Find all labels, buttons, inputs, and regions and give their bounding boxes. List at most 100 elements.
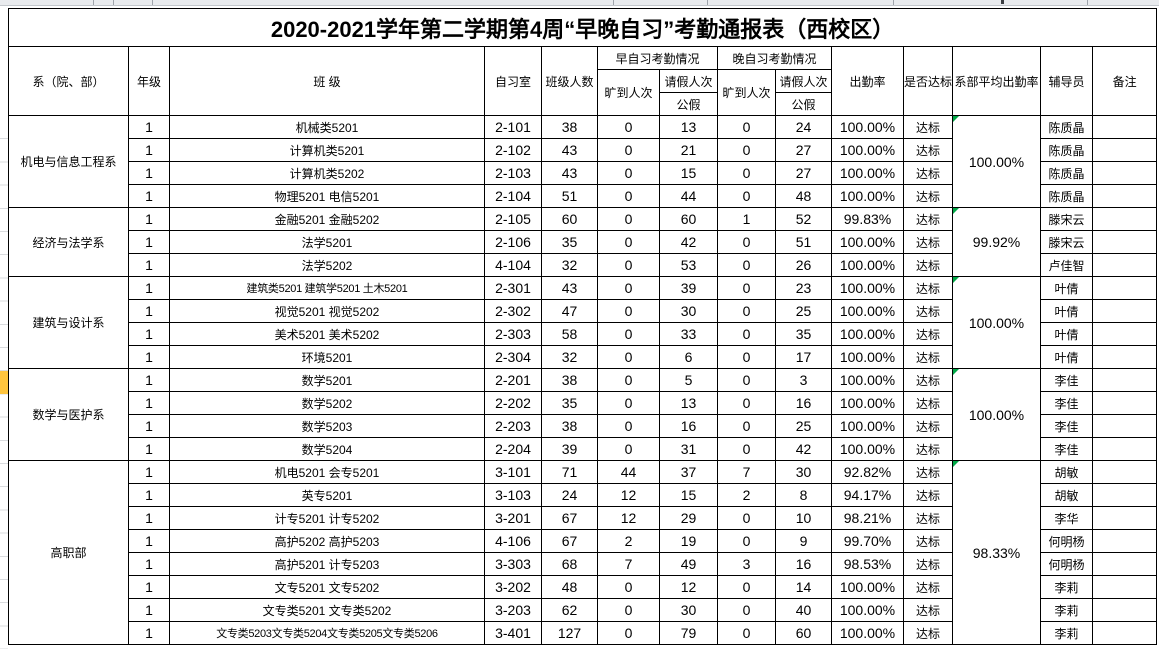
grade-cell[interactable]: 1: [128, 598, 170, 622]
room-cell[interactable]: 2-301: [484, 276, 542, 300]
size-cell[interactable]: 24: [541, 483, 598, 507]
size-cell[interactable]: 48: [541, 575, 598, 599]
evening-leave-cell[interactable]: 48: [775, 184, 832, 208]
grade-cell[interactable]: 1: [128, 230, 170, 254]
rate-cell[interactable]: 100.00%: [831, 138, 904, 162]
room-cell[interactable]: 3-202: [484, 575, 542, 599]
rate-cell[interactable]: 100.00%: [831, 161, 904, 185]
header-note[interactable]: 备注: [1091, 46, 1158, 116]
morning-absent-cell[interactable]: 0: [597, 575, 660, 599]
room-cell[interactable]: 2-106: [484, 230, 542, 254]
status-cell[interactable]: 达标: [903, 575, 953, 599]
rate-cell[interactable]: 94.17%: [831, 483, 904, 507]
grade-cell[interactable]: 1: [128, 138, 170, 162]
header-rate[interactable]: 出勤率: [831, 46, 904, 116]
rate-cell[interactable]: 100.00%: [831, 115, 904, 139]
evening-leave-cell[interactable]: 23: [775, 276, 832, 300]
rate-cell[interactable]: 100.00%: [831, 184, 904, 208]
dept-cell[interactable]: 高职部: [8, 460, 129, 645]
counselor-cell[interactable]: 滕宋云: [1040, 207, 1093, 231]
counselor-cell[interactable]: 叶倩: [1040, 345, 1093, 369]
evening-leave-cell[interactable]: 8: [775, 483, 832, 507]
counselor-cell[interactable]: 胡敏: [1040, 483, 1093, 507]
morning-absent-cell[interactable]: 0: [597, 598, 660, 622]
room-cell[interactable]: 2-203: [484, 414, 542, 438]
grade-cell[interactable]: 1: [128, 552, 170, 576]
morning-absent-cell[interactable]: 12: [597, 506, 660, 530]
morning-leave-cell[interactable]: 33: [659, 322, 718, 346]
evening-leave-cell[interactable]: 24: [775, 115, 832, 139]
morning-leave-cell[interactable]: 42: [659, 230, 718, 254]
grade-cell[interactable]: 1: [128, 460, 170, 484]
room-cell[interactable]: 4-104: [484, 253, 542, 277]
class-cell[interactable]: 数学5202: [169, 391, 485, 415]
counselor-cell[interactable]: 李华: [1040, 506, 1093, 530]
morning-absent-cell[interactable]: 0: [597, 207, 660, 231]
grade-cell[interactable]: 1: [128, 345, 170, 369]
rate-cell[interactable]: 98.21%: [831, 506, 904, 530]
status-cell[interactable]: 达标: [903, 115, 953, 139]
class-cell[interactable]: 文专5201 文专5202: [169, 575, 485, 599]
room-cell[interactable]: 3-101: [484, 460, 542, 484]
size-cell[interactable]: 32: [541, 345, 598, 369]
evening-absent-cell[interactable]: 0: [717, 161, 776, 185]
evening-absent-cell[interactable]: 0: [717, 322, 776, 346]
header-class[interactable]: 班 级: [169, 46, 485, 116]
evening-absent-cell[interactable]: 0: [717, 230, 776, 254]
status-cell[interactable]: 达标: [903, 460, 953, 484]
room-cell[interactable]: 3-401: [484, 621, 542, 645]
report-title[interactable]: 2020-2021学年第二学期第4周“早晚自习”考勤通报表（西校区）: [7, 8, 1158, 47]
dept-cell[interactable]: 机电与信息工程系: [8, 115, 129, 208]
counselor-cell[interactable]: 陈质晶: [1040, 161, 1093, 185]
header-grade[interactable]: 年级: [128, 46, 170, 116]
status-cell[interactable]: 达标: [903, 621, 953, 645]
rate-cell[interactable]: 100.00%: [831, 414, 904, 438]
evening-leave-cell[interactable]: 10: [775, 506, 832, 530]
morning-leave-cell[interactable]: 39: [659, 276, 718, 300]
counselor-cell[interactable]: 叶倩: [1040, 322, 1093, 346]
counselor-cell[interactable]: 李佳: [1040, 391, 1093, 415]
note-cell[interactable]: [1091, 368, 1158, 392]
note-cell[interactable]: [1091, 391, 1158, 415]
grade-cell[interactable]: 1: [128, 161, 170, 185]
morning-absent-cell[interactable]: 0: [597, 161, 660, 185]
morning-leave-cell[interactable]: 5: [659, 368, 718, 392]
rate-cell[interactable]: 100.00%: [831, 437, 904, 461]
rate-cell[interactable]: 100.00%: [831, 299, 904, 323]
evening-leave-cell[interactable]: 9: [775, 529, 832, 553]
evening-leave-cell[interactable]: 26: [775, 253, 832, 277]
header-evening-absent[interactable]: 旷到人次: [717, 69, 776, 116]
note-cell[interactable]: [1091, 575, 1158, 599]
rate-cell[interactable]: 99.83%: [831, 207, 904, 231]
morning-leave-cell[interactable]: 79: [659, 621, 718, 645]
counselor-cell[interactable]: 叶倩: [1040, 276, 1093, 300]
morning-absent-cell[interactable]: 0: [597, 184, 660, 208]
class-cell[interactable]: 计算机类5202: [169, 161, 485, 185]
size-cell[interactable]: 51: [541, 184, 598, 208]
class-cell[interactable]: 数学5203: [169, 414, 485, 438]
note-cell[interactable]: [1091, 184, 1158, 208]
note-cell[interactable]: [1091, 253, 1158, 277]
header-evening-leave[interactable]: 请假人次: [775, 69, 832, 93]
morning-absent-cell[interactable]: 0: [597, 138, 660, 162]
dept-cell[interactable]: 建筑与设计系: [8, 276, 129, 369]
size-cell[interactable]: 60: [541, 207, 598, 231]
room-cell[interactable]: 2-103: [484, 161, 542, 185]
room-cell[interactable]: 3-103: [484, 483, 542, 507]
note-cell[interactable]: [1091, 437, 1158, 461]
header-dept[interactable]: 系（院、部）: [8, 46, 129, 116]
rate-cell[interactable]: 92.82%: [831, 460, 904, 484]
header-evening-attendance[interactable]: 晚自习考勤情况: [717, 46, 832, 70]
header-room[interactable]: 自习室: [484, 46, 542, 116]
grade-cell[interactable]: 1: [128, 276, 170, 300]
header-morning-leave[interactable]: 请假人次: [659, 69, 718, 93]
evening-absent-cell[interactable]: 0: [717, 115, 776, 139]
status-cell[interactable]: 达标: [903, 253, 953, 277]
status-cell[interactable]: 达标: [903, 299, 953, 323]
class-cell[interactable]: 机电5201 会专5201: [169, 460, 485, 484]
room-cell[interactable]: 2-104: [484, 184, 542, 208]
rate-cell[interactable]: 100.00%: [831, 575, 904, 599]
class-cell[interactable]: 数学5204: [169, 437, 485, 461]
morning-absent-cell[interactable]: 44: [597, 460, 660, 484]
status-cell[interactable]: 达标: [903, 368, 953, 392]
